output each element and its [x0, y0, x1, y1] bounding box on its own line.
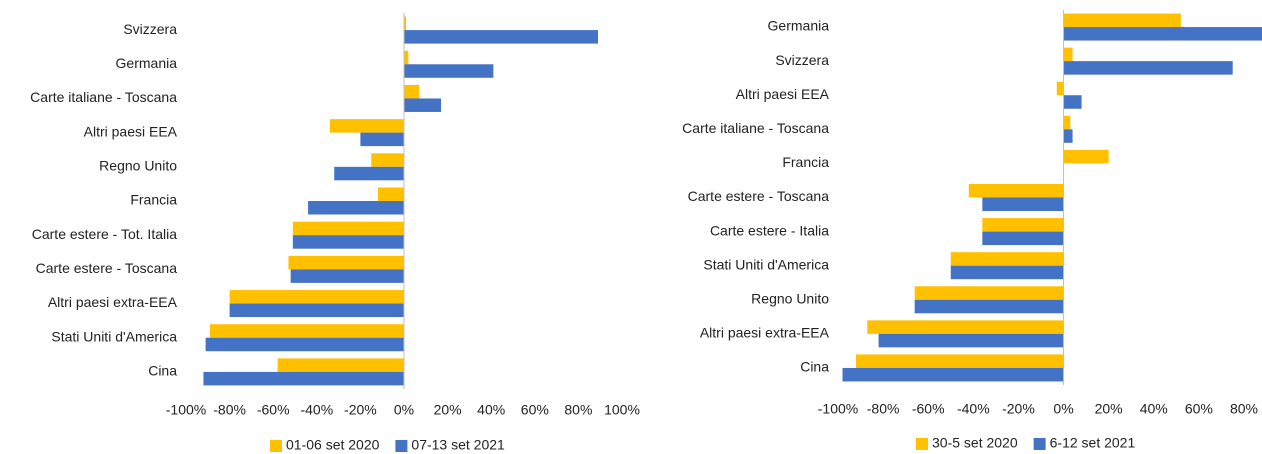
bar	[1063, 95, 1082, 109]
bar	[292, 235, 404, 249]
legend-swatch	[916, 438, 928, 450]
bar	[1056, 81, 1064, 96]
bar	[229, 290, 404, 304]
bar	[1063, 129, 1073, 143]
y-tick-label: Regno Unito	[99, 158, 177, 174]
x-tick-label: 0%	[394, 402, 414, 418]
y-tick-label: Altri paesi extra-EEA	[700, 325, 830, 341]
y-tick-label: Carte italiane - Toscana	[682, 120, 829, 136]
y-tick-label: Carte italiane - Toscana	[30, 89, 177, 105]
y-tick-label: Cina	[800, 359, 829, 375]
bar	[914, 286, 1064, 300]
x-tick-label: 20%	[1095, 401, 1123, 417]
bar	[404, 98, 442, 112]
bar	[1063, 61, 1233, 75]
bar	[867, 320, 1064, 334]
x-tick-label: 100%	[604, 402, 640, 418]
y-tick-label: Altri paesi extra-EEA	[48, 294, 178, 310]
y-tick-label: Francia	[782, 154, 829, 170]
y-tick-label: Carte estere - Toscana	[688, 188, 830, 204]
x-tick-label: -20%	[1002, 401, 1035, 417]
y-tick-label: Germania	[768, 18, 830, 34]
bar	[229, 303, 404, 318]
legend-label: 07-13 set 2021	[411, 437, 505, 453]
x-tick-label: 80%	[1230, 401, 1258, 417]
bar	[950, 265, 1064, 280]
bar	[856, 354, 1064, 368]
bar	[292, 221, 404, 236]
y-tick-label: Altri paesi EEA	[84, 123, 178, 139]
bar	[968, 184, 1064, 198]
bar	[209, 324, 404, 338]
bar	[334, 166, 404, 181]
x-tick-label: -80%	[213, 402, 246, 418]
legend-swatch	[395, 440, 408, 452]
y-tick-label: Carte estere - Tot. Italia	[32, 226, 177, 242]
x-tick-label: -60%	[912, 401, 945, 417]
bar	[982, 197, 1064, 211]
bar	[1063, 149, 1109, 164]
bar	[203, 371, 404, 386]
bar	[404, 84, 420, 99]
bar	[205, 337, 404, 352]
y-tick-label: Svizzera	[123, 21, 177, 37]
bar	[377, 187, 404, 201]
bar	[982, 231, 1064, 246]
x-tick-label: -20%	[344, 402, 377, 418]
x-tick-label: -60%	[257, 402, 290, 418]
bar	[914, 299, 1064, 314]
y-tick-label: Carte estere - Toscana	[36, 260, 178, 276]
bar	[404, 64, 494, 78]
y-tick-label: Svizzera	[775, 52, 829, 68]
y-tick-label: Francia	[130, 192, 177, 208]
x-tick-label: 0%	[1053, 401, 1073, 417]
bar	[290, 269, 404, 283]
bar	[404, 16, 407, 31]
bar	[950, 252, 1064, 266]
y-tick-label: Regno Unito	[751, 290, 829, 306]
legend-label: 01-06 set 2020	[286, 437, 380, 453]
bar	[277, 358, 404, 372]
bar	[371, 153, 404, 167]
x-tick-label: -100%	[166, 402, 206, 418]
bar	[1063, 47, 1073, 62]
y-tick-label: Cina	[148, 363, 177, 379]
legend-swatch	[1033, 438, 1046, 450]
x-tick-label: 60%	[1185, 401, 1213, 417]
bar	[982, 218, 1064, 232]
legend-label: 30-5 set 2020	[932, 435, 1018, 451]
legend-swatch	[270, 440, 282, 452]
bar	[288, 255, 404, 270]
bar	[404, 30, 599, 44]
y-tick-label: Stati Uniti d'America	[703, 256, 829, 272]
x-tick-label: -40%	[957, 401, 990, 417]
bar	[404, 50, 409, 65]
x-tick-label: -100%	[818, 401, 858, 417]
bar	[842, 367, 1064, 382]
x-tick-label: 40%	[477, 402, 505, 418]
bar	[1063, 115, 1071, 130]
y-tick-label: Altri paesi EEA	[736, 86, 830, 102]
bar	[1063, 13, 1181, 28]
y-tick-label: Carte estere - Italia	[710, 222, 829, 238]
x-tick-label: 40%	[1140, 401, 1168, 417]
bar	[308, 201, 404, 215]
x-tick-label: 20%	[434, 402, 462, 418]
bar	[360, 132, 404, 147]
x-tick-label: 80%	[564, 402, 592, 418]
bar	[1063, 27, 1262, 41]
bar	[878, 333, 1064, 348]
legend-label: 6-12 set 2021	[1050, 435, 1136, 451]
bar	[329, 119, 404, 133]
x-tick-label: -80%	[867, 401, 900, 417]
y-tick-label: Stati Uniti d'America	[51, 328, 177, 344]
x-tick-label: -40%	[300, 402, 333, 418]
y-tick-label: Germania	[116, 55, 178, 71]
x-tick-label: 60%	[521, 402, 549, 418]
